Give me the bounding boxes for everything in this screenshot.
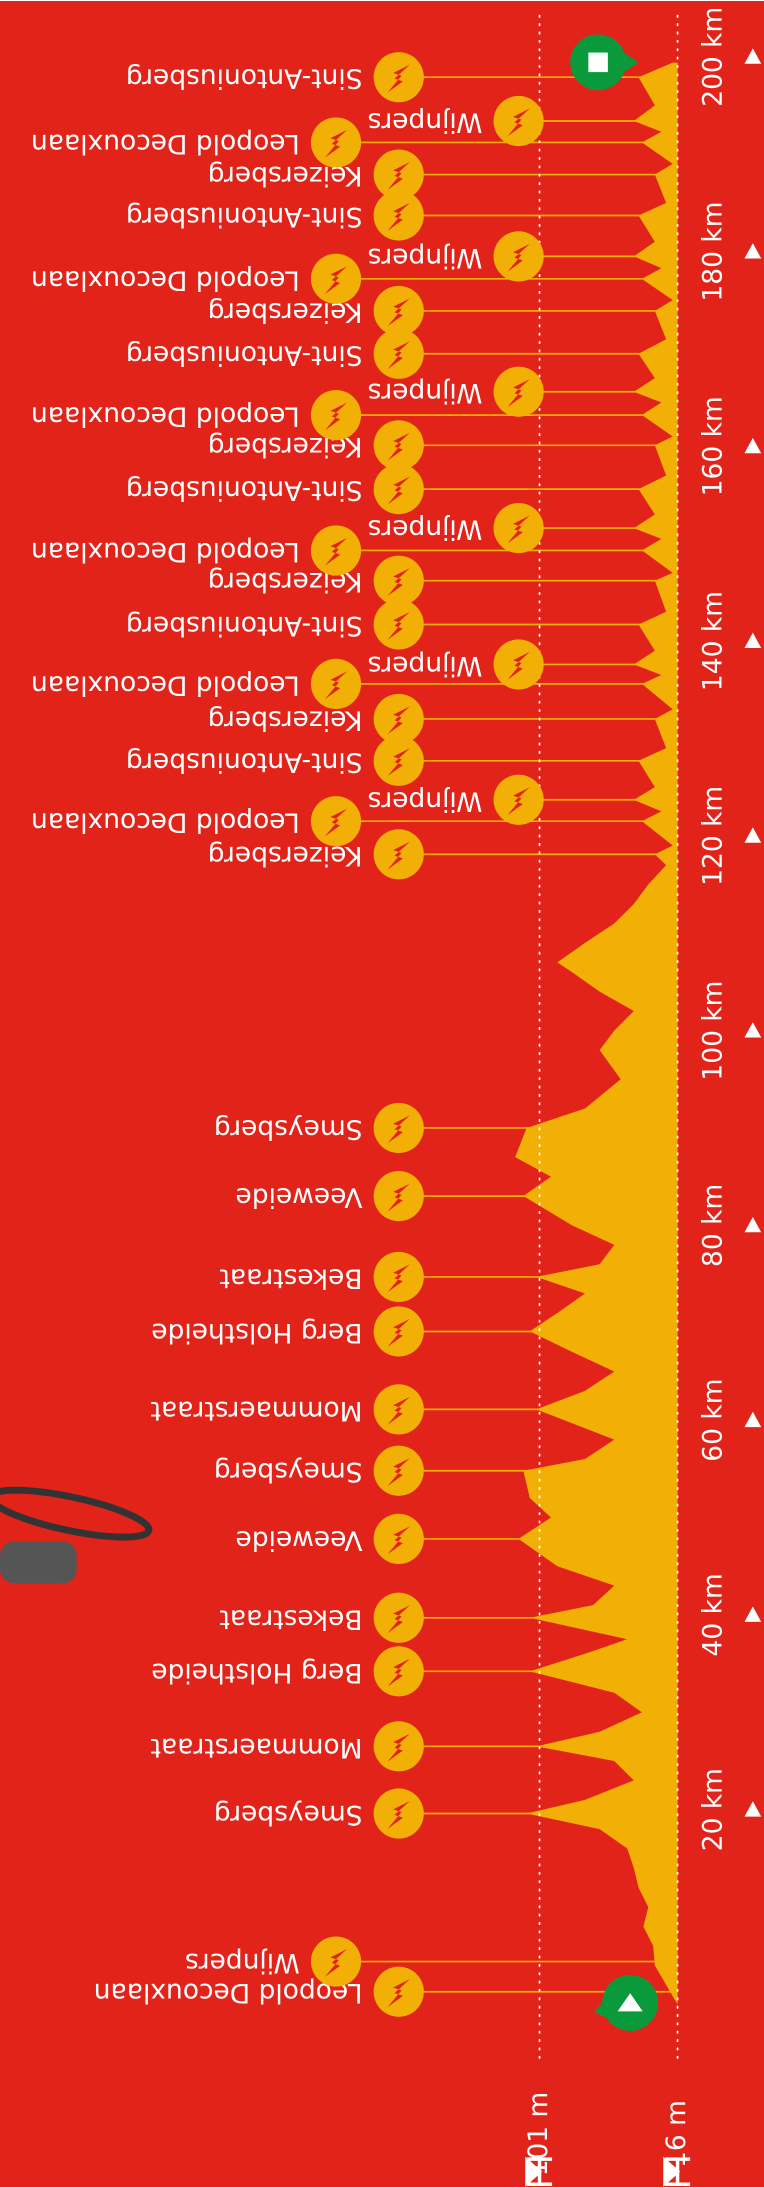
chart: Leopold Decouxlaan Wijnpers Smeysberg Momma… bbox=[0, 0, 764, 2188]
rider bbox=[0, 1542, 77, 1584]
climb-label: Bekestraat bbox=[219, 1262, 362, 1293]
climb-label: Leopold Decouxlaan bbox=[31, 536, 300, 567]
climb-label: Bekestraat bbox=[219, 1603, 362, 1634]
climb-label: Leopold Decouxlaan bbox=[31, 669, 300, 700]
page: Leopold Decouxlaan Wijnpers Smeysberg Momma… bbox=[0, 0, 764, 2188]
climb-label: Smeysberg bbox=[214, 1113, 363, 1144]
climb-label: Wijnpers bbox=[368, 377, 483, 408]
x-tick-label: 20 km bbox=[697, 1768, 728, 1851]
climb-label: Leopold Decouxlaan bbox=[31, 401, 300, 432]
climb-label: Veeweide bbox=[235, 1182, 362, 1213]
climb-label: Sint-Antoniusberg bbox=[126, 339, 363, 370]
climb-label: Wijnpers bbox=[368, 785, 483, 816]
climb-label: Leopold Decouxlaan bbox=[31, 264, 300, 295]
climb-label: Veeweide bbox=[235, 1524, 362, 1555]
climb-label: Keizersberg bbox=[208, 704, 363, 735]
climb-label: Sint-Antoniusberg bbox=[126, 201, 363, 232]
climb-label: Wijnpers bbox=[185, 1947, 300, 1978]
climb-label: Leopold Decouxlaan bbox=[31, 128, 300, 159]
climb-label: Sint-Antoniusberg bbox=[126, 475, 363, 506]
climb-label: Mommaerstraat bbox=[151, 1395, 363, 1426]
x-tick-label: 180 km bbox=[697, 201, 728, 301]
climb-label: Sint-Antoniusberg bbox=[126, 63, 363, 94]
x-tick-label: 140 km bbox=[697, 591, 728, 691]
finish-icon bbox=[588, 53, 608, 73]
climb-label: Wijnpers bbox=[368, 242, 483, 273]
climb-label: Wijnpers bbox=[368, 107, 483, 138]
climb-label: Leopold Decouxlaan bbox=[31, 807, 300, 838]
x-tick-label: 60 km bbox=[697, 1378, 728, 1461]
climb-label: Wijnpers bbox=[368, 650, 483, 681]
climb-label: Sint-Antoniusberg bbox=[126, 610, 363, 641]
x-tick-label: 160 km bbox=[697, 396, 728, 496]
x-tick-label: 100 km bbox=[697, 981, 728, 1081]
x-tick-label: 200 km bbox=[697, 7, 728, 107]
climb-label: Wijnpers bbox=[368, 514, 483, 545]
x-tick-label: 120 km bbox=[697, 786, 728, 886]
x-tick-label: 40 km bbox=[697, 1573, 728, 1656]
climb-label: Sint-Antoniusberg bbox=[126, 746, 363, 777]
climb-label: Berg Holstheide bbox=[151, 1657, 362, 1688]
climb-label: Smeysberg bbox=[214, 1456, 363, 1487]
climb-label: Smeysberg bbox=[214, 1799, 363, 1830]
climb-label: Mommaerstraat bbox=[151, 1732, 363, 1763]
x-tick-label: 80 km bbox=[697, 1184, 728, 1267]
climb-label: Berg Holstheide bbox=[151, 1317, 362, 1348]
